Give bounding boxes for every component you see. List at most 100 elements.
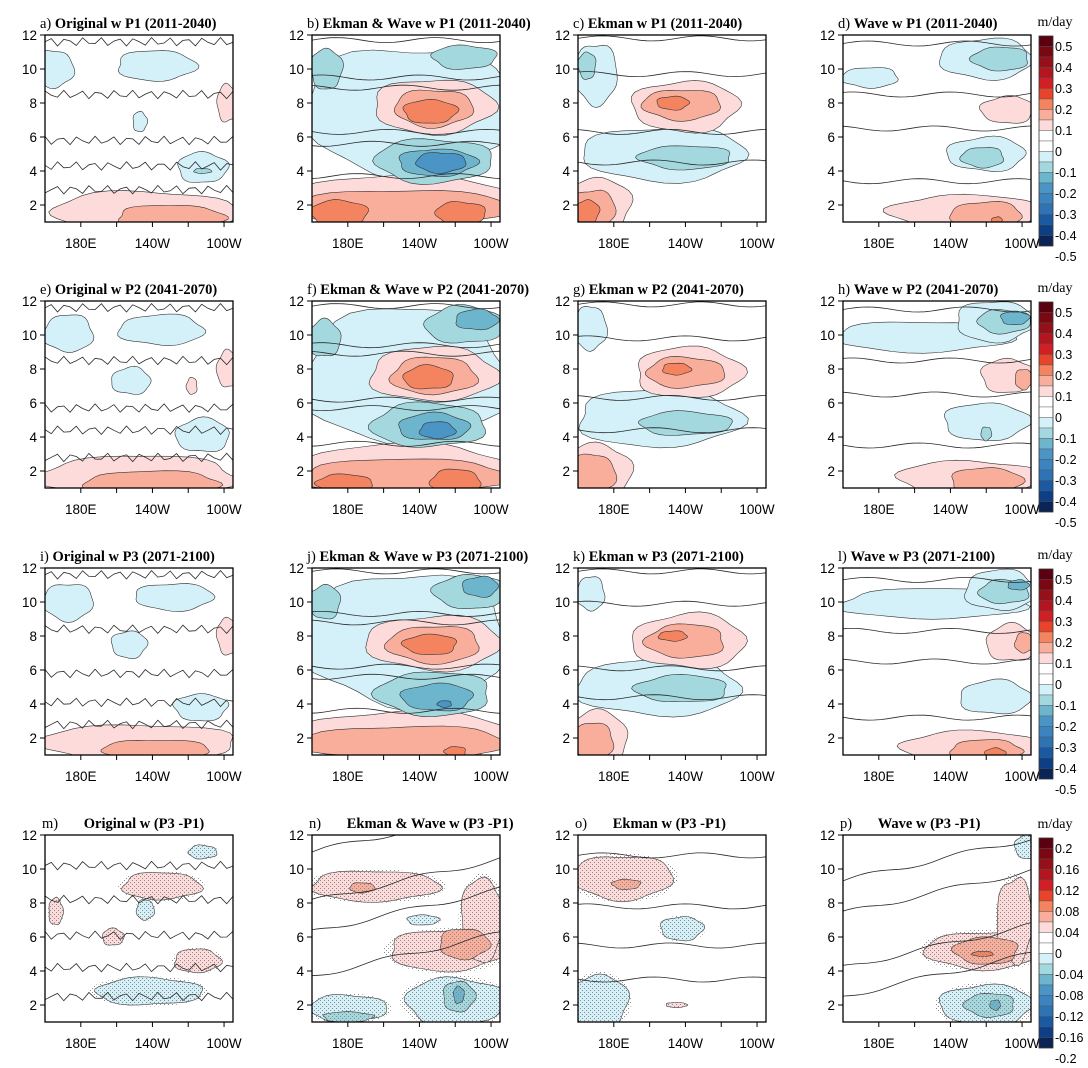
y-tick-label: 12	[289, 294, 304, 309]
significance-stipple	[436, 926, 492, 961]
contour-line	[843, 40, 1031, 47]
x-tick-label: 100W	[206, 236, 242, 251]
colorbar-box	[1038, 140, 1054, 152]
plot-area	[45, 835, 233, 1022]
plot-frame	[44, 567, 234, 756]
x-tick-label: 100W	[473, 502, 509, 517]
contour-fill-pos-3	[312, 199, 369, 222]
x-tick-label: 100W	[473, 1036, 509, 1051]
colorbar-box	[1038, 890, 1054, 902]
contour-line	[578, 395, 766, 401]
significance-stipple	[452, 985, 465, 1005]
contour-line	[45, 161, 233, 171]
colorbar-box	[1038, 406, 1054, 418]
y-tick-label: 6	[29, 130, 37, 145]
x-tick-label: 100W	[739, 236, 775, 251]
panel-letter: m)	[42, 816, 62, 832]
y-tick-label: 8	[296, 896, 304, 911]
plot-frame	[44, 834, 234, 1023]
colorbar-box	[1038, 343, 1054, 355]
panel-e: e) Original w P2 (2041-2070) 2 4 6 8 10 12 180E…	[22, 282, 242, 517]
contour-fill-neg-2	[968, 46, 1028, 72]
contour-line	[312, 140, 500, 147]
contour-line	[578, 665, 766, 672]
contour-fill-neg-1	[843, 67, 899, 89]
colorbar-1: m/day 0.5 0.4 0.3 0.2 0.1 0 -0.1 -0.2 -0.3 -0.4 -0.…	[1038, 15, 1077, 264]
contour-fill-pos-2	[578, 453, 618, 488]
colorbar-box	[1038, 942, 1054, 954]
panel-title: b) Ekman & Wave w P1 (2011-2040)	[307, 16, 531, 32]
colorbar-box	[1038, 35, 1054, 47]
plot-area	[843, 568, 1031, 755]
y-tick-label: 4	[29, 430, 37, 445]
contour-fill-pos-2	[81, 470, 224, 488]
y-tick-label: 6	[296, 396, 304, 411]
colorbar-label: 0	[1055, 145, 1062, 159]
colorbar-label: -0.4	[1055, 229, 1077, 243]
contour-line	[578, 976, 766, 983]
y-tick-label: 2	[296, 731, 304, 746]
x-tick-label: 140W	[933, 1036, 969, 1051]
plot-frame	[577, 300, 767, 489]
significance-stipple	[578, 853, 678, 902]
colorbar-label: -0.04	[1055, 968, 1084, 982]
contour-line	[45, 89, 233, 100]
colorbar-unit: m/day	[1038, 817, 1073, 832]
panel-l: l) Wave w P3 (2071-2100) 2 4 6 8 10 12 180E 140W…	[820, 549, 1040, 784]
contour-line	[578, 159, 766, 166]
y-tick-label: 4	[562, 164, 570, 179]
colorbar-box	[1038, 631, 1054, 643]
plot-area	[312, 568, 500, 755]
contour-line	[843, 576, 1031, 583]
contour-line	[578, 568, 766, 575]
contour-line	[578, 942, 766, 949]
contour-fill-pos-3	[662, 362, 693, 376]
contour-fill-pos-3	[400, 633, 458, 655]
y-tick-label: 12	[22, 28, 37, 43]
plot-frame	[842, 300, 1032, 489]
panel-n: n) Ekman & Wave w (P3 -P1) 2 4 6 8 10 12 180E 14…	[289, 816, 514, 1051]
x-tick-label: 180E	[332, 236, 364, 251]
y-tick-label: 10	[820, 328, 835, 343]
colorbar-label: 0	[1055, 678, 1062, 692]
plot-frame	[577, 834, 767, 1023]
colorbar-label: 0.12	[1055, 884, 1079, 898]
colorbar-box	[1038, 235, 1054, 247]
plot-frame	[842, 34, 1032, 223]
contour-line	[312, 128, 500, 135]
colorbar-label: 0.3	[1055, 615, 1072, 629]
contour-line	[312, 440, 500, 447]
panel-a: a) Original w P1 (2011-2040) 2 4 6 8 10 12 180E…	[22, 16, 242, 251]
contour-fill-neg-1	[117, 313, 207, 347]
colorbar-label: -0.5	[1055, 250, 1077, 264]
y-tick-label: 10	[22, 595, 37, 610]
colorbar-box	[1038, 610, 1054, 622]
colorbar-box	[1038, 375, 1054, 387]
panel-i: i) Original w P3 (2071-2100) 2 4 6 8 10 12 180E…	[22, 549, 242, 784]
panel-o: o) Ekman w (P3 -P1) 2 4 6 8 10 12 180E 140W 100W	[555, 816, 775, 1051]
colorbar-label: -0.2	[1055, 453, 1077, 467]
colorbar-box	[1038, 56, 1054, 68]
colorbar-frame	[1038, 837, 1054, 1049]
panel-letter: j)	[306, 549, 319, 565]
x-tick-label: 180E	[65, 502, 97, 517]
y-tick-label: 8	[827, 629, 835, 644]
panel-c: c) Ekman w P1 (2011-2040) 2 4 6 8 10 12 180E 140…	[555, 16, 775, 251]
x-tick-label: 140W	[668, 769, 704, 784]
y-tick-label: 12	[820, 828, 835, 843]
contour-line	[843, 714, 1031, 721]
contour-fill-neg-1	[943, 402, 1031, 442]
y-tick-label: 4	[827, 964, 835, 979]
plot-area	[578, 568, 766, 755]
panel-j: j) Ekman & Wave w P3 (2071-2100) 2 4 6 8 10 12…	[289, 549, 528, 784]
panel-letter: d)	[838, 16, 854, 32]
colorbar-box	[1038, 953, 1054, 965]
y-tick-label: 8	[29, 362, 37, 377]
colorbar-unit: m/day	[1038, 548, 1073, 563]
colorbar-label: -0.2	[1055, 1052, 1077, 1066]
contour-fill-neg-4	[418, 421, 457, 440]
colorbar-3: m/day 0.5 0.4 0.3 0.2 0.1 0 -0.1 -0.2 -0.3 -0.4 -0.…	[1038, 548, 1077, 797]
contour-line	[45, 894, 233, 905]
contour-fill-neg-1	[174, 416, 230, 453]
colorbar-box	[1038, 858, 1054, 870]
